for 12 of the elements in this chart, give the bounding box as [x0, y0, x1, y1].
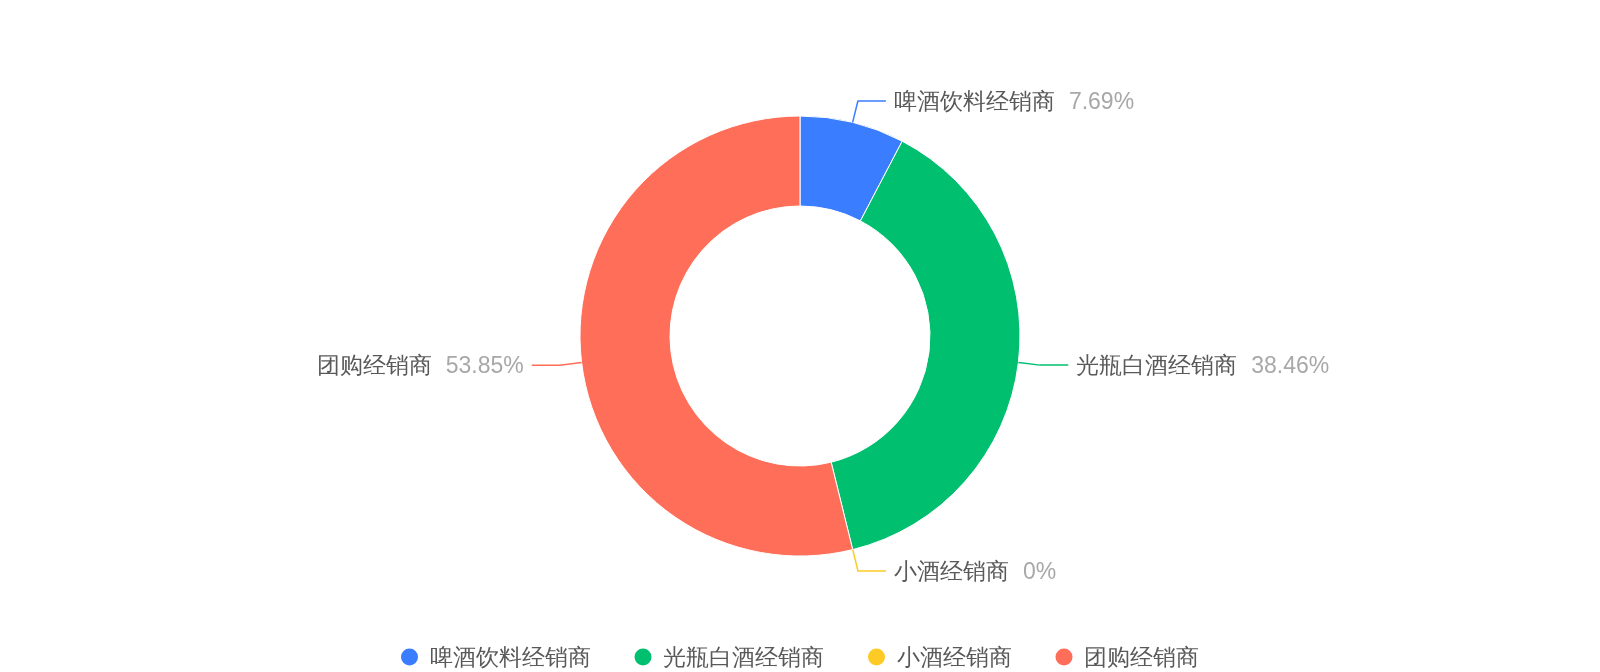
data-label: 7.69% [1068, 88, 1135, 115]
slice-label: 啤酒饮料经销商 [893, 88, 1055, 115]
legend-label: 啤酒饮料经销商 [429, 644, 591, 670]
slice-label: 光瓶白酒经销商 [1076, 352, 1238, 379]
data-label: 53.85% [445, 352, 524, 379]
slice-label: 团购经销商 [316, 352, 432, 379]
data-label: 0% [1022, 557, 1057, 584]
legend-label: 团购经销商 [1084, 644, 1199, 670]
data-label: 38.46% [1251, 352, 1330, 379]
legend-label: 光瓶白酒经销商 [663, 644, 824, 670]
slice-label: 小酒经销商 [893, 557, 1009, 584]
legend-label: 小酒经销商 [896, 644, 1012, 670]
